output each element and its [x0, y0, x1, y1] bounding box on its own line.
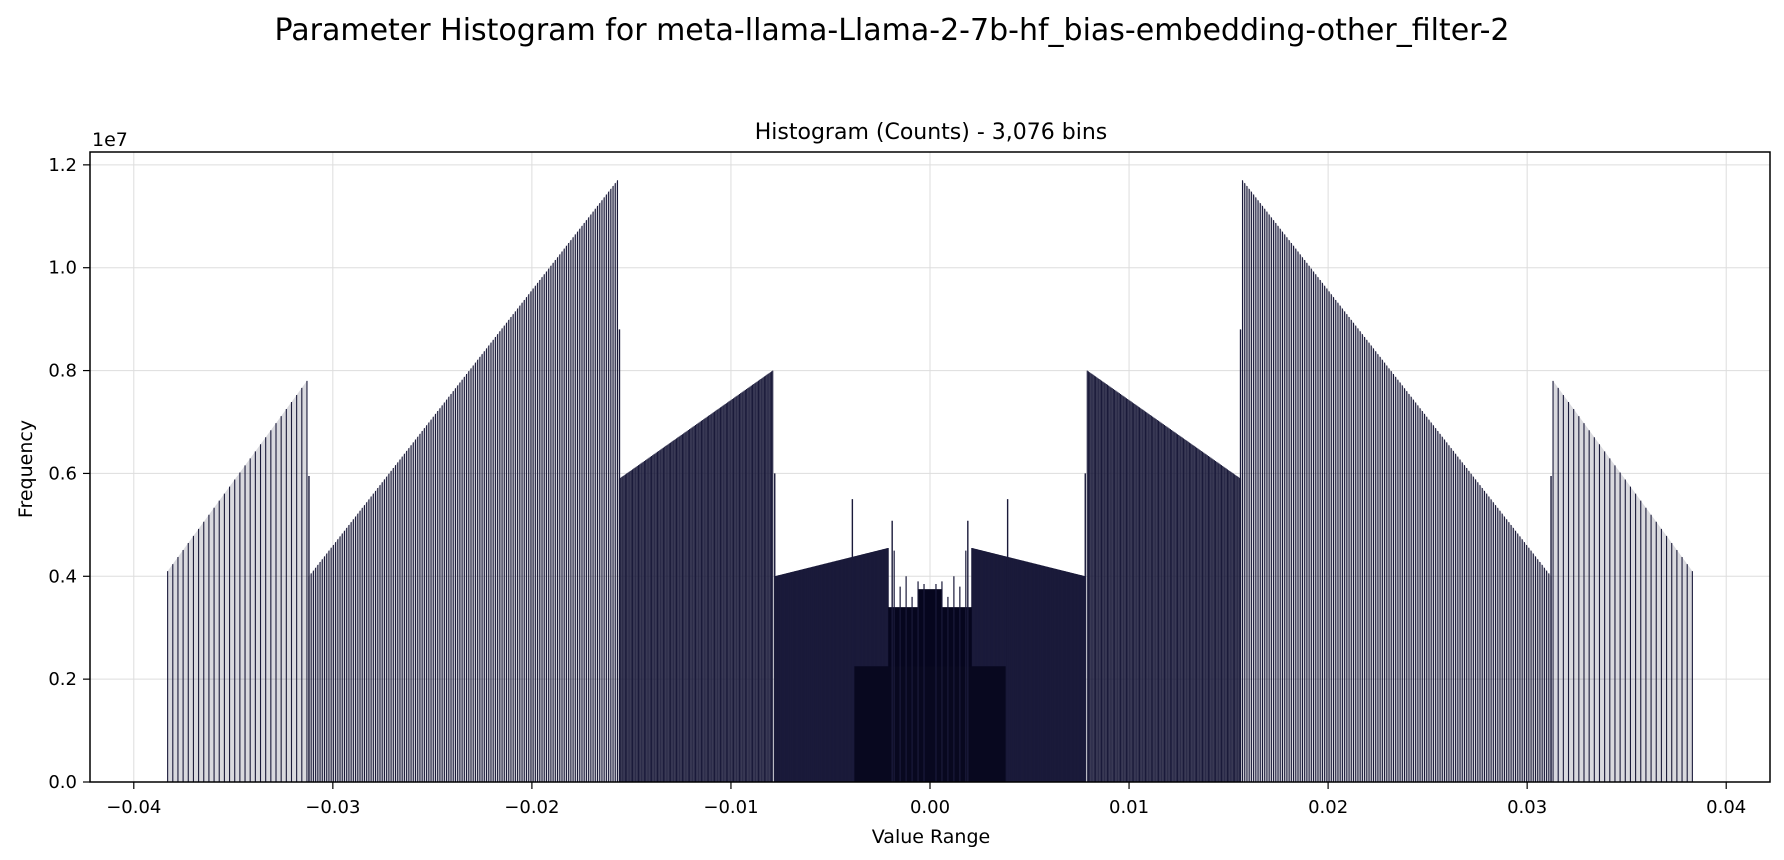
y-tick-label: 0.4	[48, 566, 77, 587]
x-tick-label: 0.01	[1109, 797, 1149, 818]
histogram-bars	[167, 180, 1693, 783]
x-axis-ticks: −0.04 −0.03 −0.02 −0.01 0.00 0.01 0.02 0.03 0.04	[106, 782, 1746, 818]
x-tick-label: 0.00	[910, 797, 950, 818]
x-axis-label: Value Range	[872, 826, 990, 848]
y-tick-label: 1.2	[48, 155, 77, 176]
bar-segment	[774, 548, 889, 782]
x-tick-label: −0.03	[305, 797, 360, 818]
segment-envelope	[1242, 180, 1552, 783]
bar-segment	[1552, 380, 1693, 782]
segment-envelope	[308, 180, 618, 783]
y-offset-label: 1e7	[92, 129, 128, 151]
plot-frame	[89, 151, 1771, 783]
x-tick-label: 0.02	[1308, 797, 1348, 818]
bar-segment	[167, 380, 308, 782]
y-tick-label: 0.2	[48, 669, 77, 690]
x-tick-label: 0.03	[1507, 797, 1547, 818]
segment-envelope	[1553, 380, 1693, 782]
x-tick-label: −0.01	[703, 797, 758, 818]
bar-segment	[1241, 180, 1552, 783]
center-bar-block	[854, 666, 1006, 782]
chart-title: Histogram (Counts) - 3,076 bins	[755, 120, 1107, 145]
segment-envelope	[167, 380, 307, 782]
x-tick-label: 0.04	[1706, 797, 1746, 818]
figure-suptitle: Parameter Histogram for meta-llama-Llama…	[275, 13, 1510, 48]
y-tick-label: 1.0	[48, 258, 77, 279]
bar-segment	[308, 180, 619, 783]
y-axis-label: Frequency	[15, 420, 37, 518]
y-tick-label: 0.8	[48, 361, 77, 382]
y-axis-ticks: 0.0 0.2 0.4 0.6 0.8 1.0 1.2	[48, 155, 90, 793]
y-tick-label: 0.0	[48, 772, 77, 793]
bar-segment	[1086, 370, 1242, 782]
x-tick-label: −0.04	[106, 797, 161, 818]
x-tick-label: −0.02	[504, 797, 559, 818]
bar-segment	[618, 370, 774, 782]
y-tick-label: 0.6	[48, 463, 77, 484]
